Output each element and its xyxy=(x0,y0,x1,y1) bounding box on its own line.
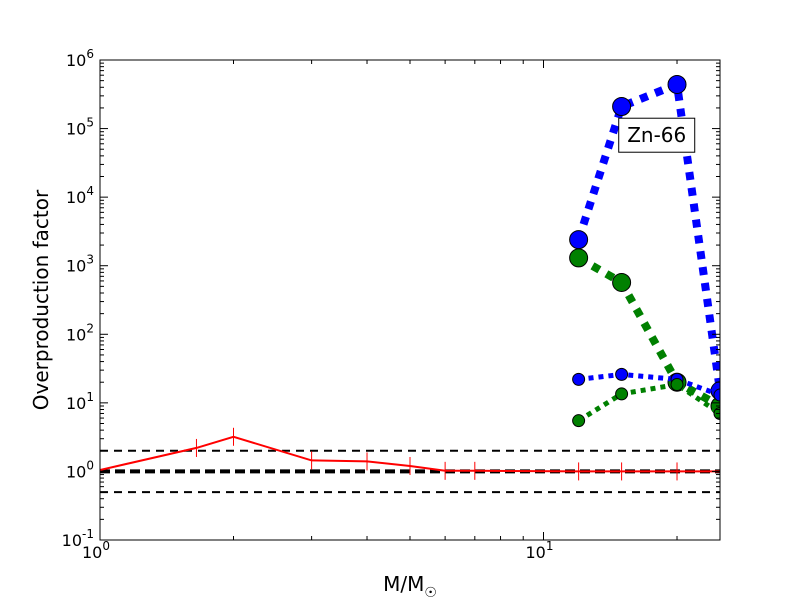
series-3-point-1 xyxy=(615,367,629,381)
series-0-line xyxy=(100,435,720,473)
y-tick-label-6: 105 xyxy=(66,116,94,139)
series-3-point-0 xyxy=(572,372,586,386)
x-tick-label-1: 101 xyxy=(526,539,554,562)
series-1-point-0 xyxy=(569,230,589,250)
isotope-annotation: Zn-66 xyxy=(618,117,696,153)
y-tick-label-5: 104 xyxy=(66,184,94,207)
y-tick-label-1: 100 xyxy=(66,458,94,481)
series-4-line xyxy=(577,381,720,423)
data-series xyxy=(100,74,720,481)
series-0 xyxy=(100,427,720,481)
series-3-point-3 xyxy=(713,388,720,402)
x-tick-label-0: 100 xyxy=(82,539,110,562)
series-4-point-1 xyxy=(615,387,629,401)
x-axis-title-text: M/M xyxy=(383,572,424,596)
y-tick-label-0: 10-1 xyxy=(62,527,94,550)
series-4-point-0 xyxy=(572,414,586,428)
y-tick-label-4: 103 xyxy=(66,253,94,276)
series-2-point-0 xyxy=(569,248,589,268)
x-axis-title: M/M☉ xyxy=(383,572,437,600)
series-1-line xyxy=(574,78,720,392)
axis-ticks xyxy=(99,59,720,541)
series-3 xyxy=(572,367,720,402)
y-tick-label-3: 102 xyxy=(66,321,94,344)
y-tick-label-2: 101 xyxy=(66,390,94,413)
y-tick-label-7: 106 xyxy=(66,47,94,70)
series-3-line xyxy=(578,371,720,398)
x-axis-title-subscript: ☉ xyxy=(424,585,437,600)
series-4 xyxy=(572,378,720,428)
annotation-label: Zn-66 xyxy=(627,123,686,147)
plot-frame xyxy=(99,59,721,541)
y-axis-title: Overproduction factor xyxy=(29,189,53,410)
annotation-box xyxy=(618,117,696,153)
series-4-point-2 xyxy=(670,378,684,392)
series-1-point-1 xyxy=(612,96,632,116)
series-1-point-2 xyxy=(667,74,687,94)
series-2-point-1 xyxy=(612,272,632,292)
